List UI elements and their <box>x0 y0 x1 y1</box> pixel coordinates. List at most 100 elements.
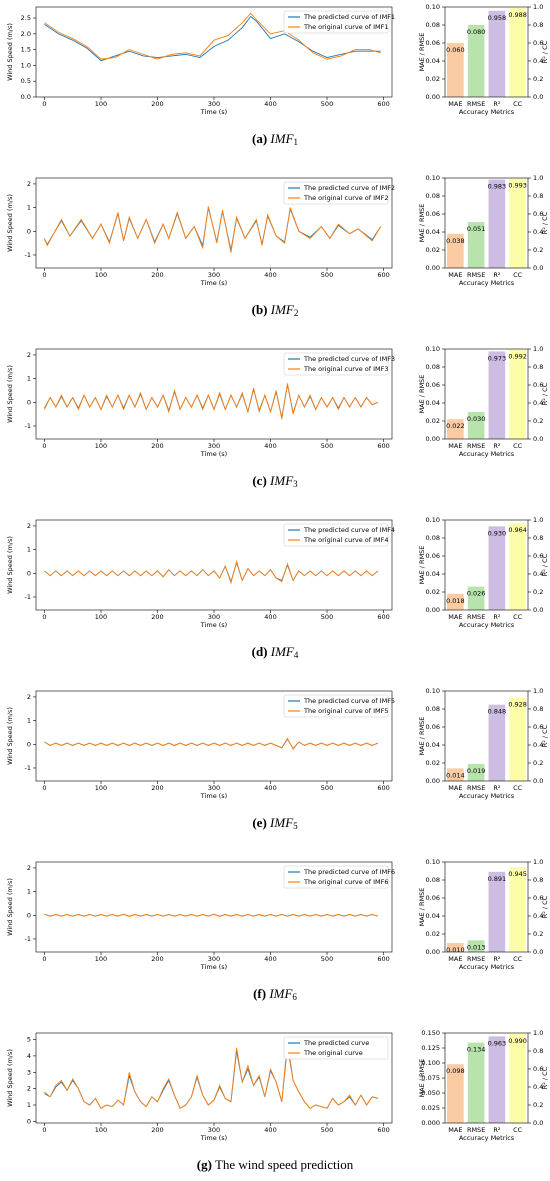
y-tick-label: 0.0 <box>21 93 31 101</box>
y2-tick-label: 1.0 <box>533 345 543 353</box>
bar <box>467 222 485 268</box>
x-tick-label: 100 <box>95 1126 107 1134</box>
x-tick-label: 100 <box>95 955 107 963</box>
y-tick-label: 0 <box>27 911 31 919</box>
y-tick-label: 0.00 <box>426 948 440 956</box>
y2-tick-label: 0.0 <box>533 948 543 956</box>
bar <box>467 763 485 781</box>
y-tick-label: 1 <box>27 1101 31 1109</box>
x-tick-label: 0 <box>42 442 46 450</box>
caption: (c) IMF3 <box>252 473 298 489</box>
caption: (g) The wind speed prediction <box>197 1157 354 1172</box>
caption: (e) IMF5 <box>252 815 298 831</box>
bar-value-label: 0.014 <box>446 771 465 779</box>
x-tick-label: CC <box>513 271 523 279</box>
y2-tick-label: 0.8 <box>533 192 543 200</box>
x-tick-label: 400 <box>264 955 276 963</box>
y2-axis-label: R² / CC <box>541 1066 549 1089</box>
bar <box>447 943 464 952</box>
y-tick-label: -1 <box>25 935 31 943</box>
y-tick-label: 0.06 <box>426 210 440 218</box>
bar-value-label: 0.060 <box>446 46 465 54</box>
x-axis-label: Time (s) <box>200 963 227 971</box>
bar <box>467 586 485 610</box>
legend-label: The original curve of IMF6 <box>303 878 389 886</box>
series-line <box>44 561 379 584</box>
y2-tick-label: 0.6 <box>533 552 543 560</box>
caption-subscript: 6 <box>292 992 297 1002</box>
caption-letter: (e) <box>252 815 266 830</box>
x-tick-label: 400 <box>264 1126 276 1134</box>
bar-value-label: 0.945 <box>508 870 527 878</box>
x-tick-label: CC <box>513 100 523 108</box>
caption-letter: (b) <box>252 302 268 317</box>
bar <box>488 1036 506 1123</box>
y-axis-label: MAE / RMSE <box>418 888 426 927</box>
bar-value-label: 0.013 <box>467 943 486 951</box>
y-tick-label: 0.10 <box>426 687 440 695</box>
x-tick-label: 100 <box>95 442 107 450</box>
y-tick-label: 0.025 <box>421 1104 440 1112</box>
series-line <box>44 207 382 251</box>
y-tick-label: 0.02 <box>426 246 440 254</box>
y-tick-label: 0.04 <box>426 912 440 920</box>
bar <box>447 419 464 439</box>
bar-value-label: 0.964 <box>508 526 527 534</box>
bar <box>509 178 526 268</box>
y-axis-label: Wind Speed (m/s) <box>6 707 14 765</box>
bar-value-label: 0.990 <box>508 1037 527 1045</box>
y2-tick-label: 0.0 <box>533 93 543 101</box>
y2-tick-label: 0.6 <box>533 210 543 218</box>
x-axis-label: Accuracy Metrics <box>459 279 515 287</box>
x-tick-label: 300 <box>208 1126 220 1134</box>
x-axis-label: Time (s) <box>200 792 227 800</box>
bar-value-label: 0.891 <box>488 875 507 883</box>
y-tick-label: 0.08 <box>426 363 440 371</box>
bar-value-label: 0.018 <box>446 597 465 605</box>
y2-tick-label: 0.4 <box>533 570 543 578</box>
legend-label: The original curve of IMF2 <box>303 194 389 202</box>
y2-tick-label: 0.2 <box>533 246 543 254</box>
x-tick-label: 100 <box>95 100 107 108</box>
y2-tick-label: 1.0 <box>533 3 543 11</box>
y-tick-label: 4 <box>27 1052 31 1060</box>
bar <box>509 697 526 781</box>
series-line <box>44 1041 378 1109</box>
x-tick-label: MAE <box>448 955 462 963</box>
x-tick-label: CC <box>513 955 523 963</box>
x-tick-label: 200 <box>151 613 163 621</box>
y-tick-label: 1 <box>27 546 31 554</box>
x-tick-label: 0 <box>42 613 46 621</box>
y-axis-label: MAE / RMSE <box>418 204 426 243</box>
x-tick-label: MAE <box>448 613 462 621</box>
y2-tick-label: 0.8 <box>533 534 543 542</box>
x-tick-label: 100 <box>95 613 107 621</box>
y-tick-label: 2 <box>27 864 31 872</box>
y-tick-label: 0.10 <box>426 516 440 524</box>
legend-label: The predicted curve of IMF3 <box>303 355 395 363</box>
x-tick-label: 300 <box>208 271 220 279</box>
caption-subscript: 4 <box>294 650 299 660</box>
bar <box>488 10 506 98</box>
x-tick-label: R² <box>493 784 501 792</box>
x-tick-label: 600 <box>377 613 389 621</box>
x-tick-label: 500 <box>321 100 333 108</box>
x-tick-label: CC <box>513 442 523 450</box>
x-tick-label: 200 <box>151 271 163 279</box>
y-tick-label: 0.04 <box>426 228 440 236</box>
caption-letter: (c) <box>252 473 266 488</box>
y-tick-label: 0.00 <box>426 777 440 785</box>
y-tick-label: 5 <box>27 1036 31 1044</box>
y2-tick-label: 0.2 <box>533 930 543 938</box>
series-line <box>44 559 379 585</box>
plot-frame <box>444 6 529 98</box>
caption-text: IMF <box>269 131 294 146</box>
y-axis-label: Wind Speed (m/s) <box>6 23 14 81</box>
x-tick-label: 0 <box>42 100 46 108</box>
legend-label: The original curve of IMF3 <box>303 365 389 373</box>
legend-label: The original curve of IMF4 <box>303 536 389 544</box>
x-tick-label: 0 <box>42 1126 46 1134</box>
bar <box>509 8 526 97</box>
x-tick-label: RMSE <box>467 613 485 621</box>
